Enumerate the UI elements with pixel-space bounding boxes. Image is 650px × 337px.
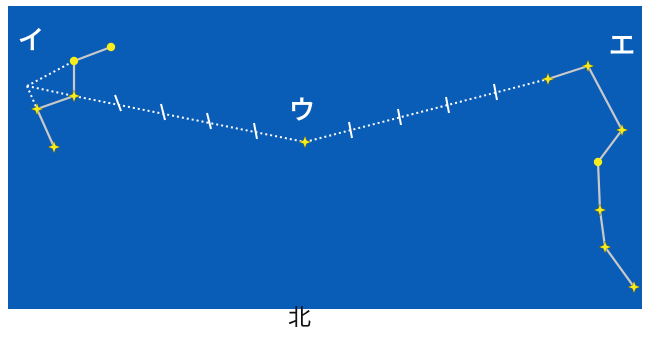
label-u: ウ [289, 96, 316, 126]
sky-background [8, 6, 642, 309]
dotted-guide-lines [26, 60, 549, 143]
distance-ticks [114, 83, 498, 140]
label-e: エ [609, 31, 636, 61]
constellation-lines [35, 45, 636, 289]
star-dot [69, 56, 79, 66]
star-dot [106, 42, 116, 52]
star-dot [593, 157, 603, 167]
label-i: イ [18, 26, 45, 56]
label-north: 北 [288, 305, 311, 331]
